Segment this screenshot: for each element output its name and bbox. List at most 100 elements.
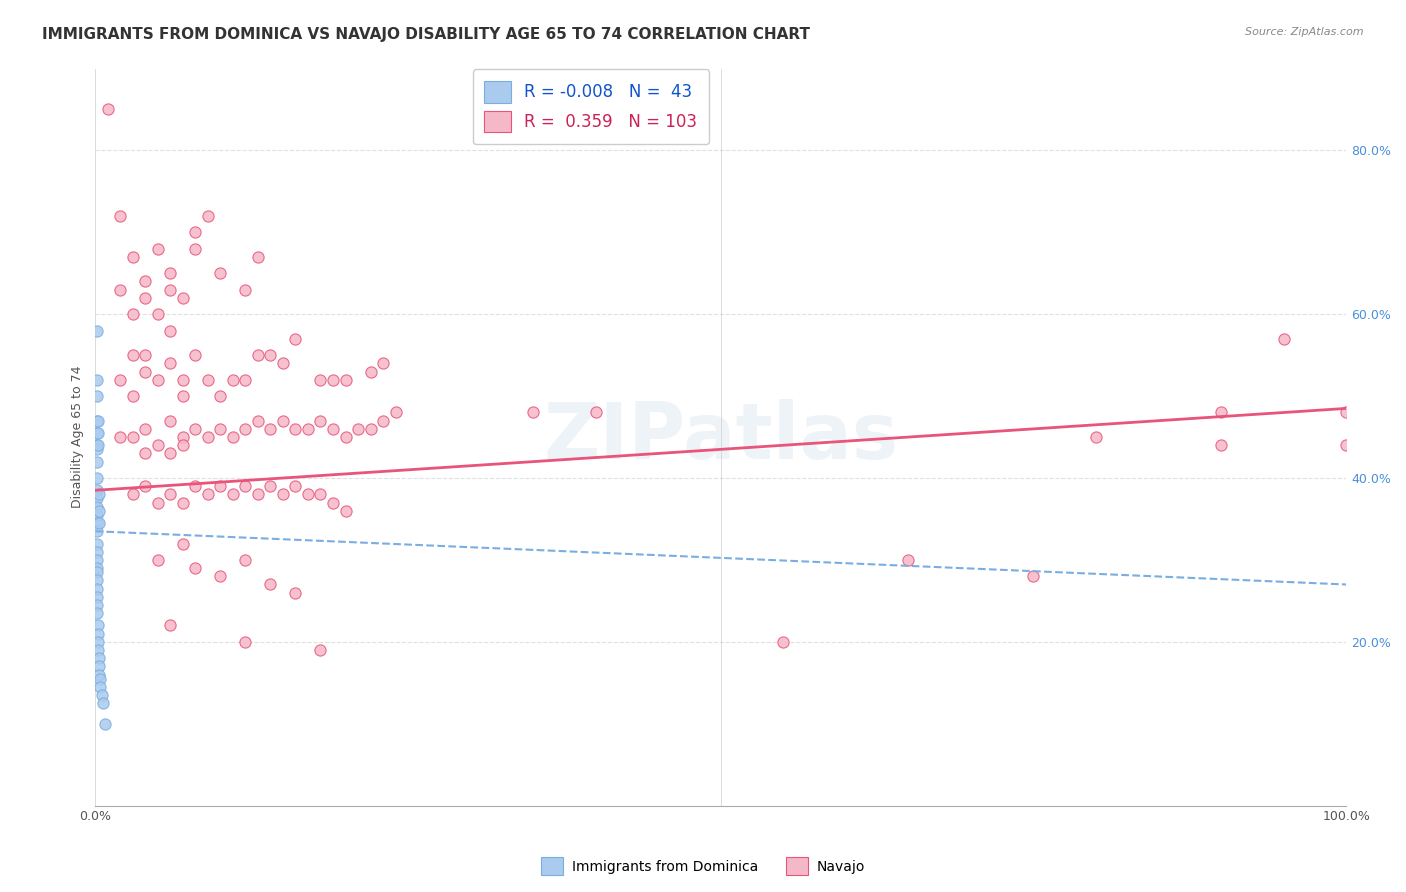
Point	[146, 242, 169, 256]
Point	[122, 389, 145, 403]
Point	[122, 430, 145, 444]
Point	[86, 471, 108, 485]
Point	[235, 373, 257, 387]
Point	[335, 373, 357, 387]
Point	[146, 307, 169, 321]
Text: Source: ZipAtlas.com: Source: ZipAtlas.com	[1246, 27, 1364, 37]
Point	[87, 659, 110, 673]
Point	[297, 422, 319, 436]
Y-axis label: Disability Age 65 to 74: Disability Age 65 to 74	[72, 366, 84, 508]
Point	[371, 414, 394, 428]
Point	[86, 598, 108, 612]
Point	[87, 516, 110, 530]
Point	[146, 553, 169, 567]
Point	[86, 565, 108, 579]
Point	[89, 680, 111, 694]
Point	[86, 373, 108, 387]
Point	[87, 438, 110, 452]
Point	[146, 438, 169, 452]
Point	[184, 348, 207, 362]
Point	[159, 266, 181, 280]
Point	[209, 389, 232, 403]
Point	[197, 373, 219, 387]
Point	[86, 545, 108, 559]
Point	[235, 422, 257, 436]
Point	[246, 250, 269, 264]
Point	[134, 365, 156, 379]
Point	[172, 389, 194, 403]
Point	[159, 618, 181, 632]
Point	[259, 577, 281, 591]
Point	[1209, 438, 1232, 452]
Point	[94, 716, 117, 731]
Point	[585, 405, 607, 419]
Point	[159, 283, 181, 297]
Point	[246, 487, 269, 501]
Point	[87, 635, 110, 649]
Point	[110, 283, 132, 297]
Text: ZIPatlas: ZIPatlas	[543, 399, 898, 475]
Point	[259, 348, 281, 362]
Point	[284, 479, 307, 493]
Point	[159, 356, 181, 370]
Point	[86, 483, 108, 498]
Point	[222, 487, 245, 501]
Point	[246, 348, 269, 362]
Point	[360, 365, 382, 379]
Point	[284, 585, 307, 599]
Point	[146, 373, 169, 387]
Point	[209, 422, 232, 436]
Point	[86, 524, 108, 539]
Point	[222, 430, 245, 444]
Point	[259, 422, 281, 436]
Point	[86, 324, 108, 338]
Point	[235, 635, 257, 649]
Point	[97, 103, 120, 117]
Point	[184, 422, 207, 436]
Point	[134, 348, 156, 362]
Point	[235, 283, 257, 297]
Point	[87, 667, 110, 681]
Point	[1334, 405, 1357, 419]
Point	[159, 324, 181, 338]
Point	[335, 430, 357, 444]
Point	[322, 422, 344, 436]
Point	[86, 574, 108, 588]
Point	[271, 414, 294, 428]
Point	[86, 455, 108, 469]
Point	[159, 446, 181, 460]
Point	[209, 569, 232, 583]
Point	[360, 422, 382, 436]
Point	[1085, 430, 1108, 444]
Point	[87, 618, 110, 632]
Point	[122, 348, 145, 362]
Point	[197, 487, 219, 501]
Point	[122, 250, 145, 264]
Point	[146, 495, 169, 509]
Point	[222, 373, 245, 387]
Point	[86, 606, 108, 620]
Point	[87, 643, 110, 657]
Point	[86, 536, 108, 550]
Point	[309, 414, 332, 428]
Point	[235, 553, 257, 567]
Legend: Immigrants from Dominica, Navajo: Immigrants from Dominica, Navajo	[536, 852, 870, 880]
Point	[197, 209, 219, 223]
Point	[297, 487, 319, 501]
Point	[371, 356, 394, 370]
Point	[87, 651, 110, 665]
Point	[86, 491, 108, 506]
Point	[309, 487, 332, 501]
Point	[197, 430, 219, 444]
Point	[159, 487, 181, 501]
Point	[522, 405, 544, 419]
Point	[86, 582, 108, 596]
Point	[87, 425, 110, 440]
Point	[335, 504, 357, 518]
Point	[184, 479, 207, 493]
Point	[122, 307, 145, 321]
Point	[122, 487, 145, 501]
Point	[86, 561, 108, 575]
Point	[172, 373, 194, 387]
Point	[209, 266, 232, 280]
